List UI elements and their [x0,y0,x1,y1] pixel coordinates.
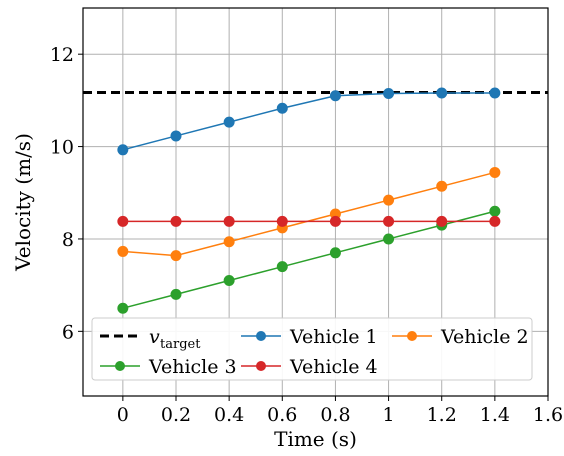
plot-frame [82,7,549,397]
y-tick-label: 6 [62,321,74,343]
legend-entry: Vehicle 3 [100,356,237,378]
series-line [122,92,495,151]
legend-entry: Vehicle 4 [241,356,378,378]
data-point [117,302,129,314]
data-point [117,245,129,257]
legend-marker [407,331,417,341]
series-vehicle-1 [117,87,501,156]
tick-labels: 0 0.2 0.4 0.6 0.8 1 1.2 1.4 1.6 6 8 10 12 [50,44,563,426]
legend-entry: Vehicle 1 [241,326,378,348]
y-axis-label: Velocity (m/s) [11,133,35,272]
data-point [489,205,501,217]
series-vehicle-2 [117,166,501,262]
x-tick-label: 0 [117,404,129,426]
y-tick-label: 10 [50,137,74,159]
data-point [223,215,235,227]
x-tick-label: 1.2 [427,404,457,426]
data-point [329,247,341,259]
data-point [383,215,395,227]
data-point [489,87,501,99]
y-tick-label: 8 [62,229,74,251]
data-point [489,215,501,227]
x-axis-label: Time (s) [274,427,357,451]
data-point [383,194,395,206]
data-point [223,116,235,128]
data-point [223,236,235,248]
data-point [117,144,129,156]
data-point [117,215,129,227]
series-layer [117,87,501,314]
legend-label: Vehicle 4 [289,356,378,378]
axes-frame [82,7,549,397]
data-point [329,90,341,102]
data-point [170,288,182,300]
x-tick-label: 0.8 [320,404,350,426]
data-point [170,215,182,227]
legend-entry: v target [100,326,201,352]
series-vehicle-3 [117,205,501,314]
data-point [170,250,182,262]
data-point [383,87,395,99]
x-tick-label: 1.6 [533,404,563,426]
legend-entry: Vehicle 2 [392,326,529,348]
legend-marker [256,331,266,341]
x-tick-label: 0.4 [214,404,244,426]
data-point [383,233,395,245]
x-tick-label: 0.2 [161,404,191,426]
data-point [436,87,448,99]
legend-label: Vehicle 2 [440,326,529,348]
legend-label-target-subscript: target [160,337,201,352]
data-point [329,215,341,227]
legend-label-target: v [149,326,160,348]
legend-marker [256,361,266,371]
legend-label: Vehicle 3 [148,356,237,378]
series-line [122,210,496,309]
data-point [170,130,182,142]
data-point [276,215,288,227]
x-tick-label: 1 [383,404,395,426]
series-vehicle-4 [117,215,501,227]
x-tick-label: 1.4 [480,404,510,426]
data-point [276,261,288,273]
data-point [276,102,288,114]
legend: v target Vehicle 1 Vehicle 2 Vehicle 3 Vehicl… [91,317,533,381]
y-tick-label: 12 [50,44,74,66]
data-point [489,166,501,178]
data-point [436,180,448,192]
legend-label: Vehicle 1 [289,326,378,348]
x-tick-label: 0.6 [267,404,297,426]
data-point [223,275,235,287]
legend-marker [115,361,125,371]
legend-box [91,317,533,381]
data-point [436,215,448,227]
